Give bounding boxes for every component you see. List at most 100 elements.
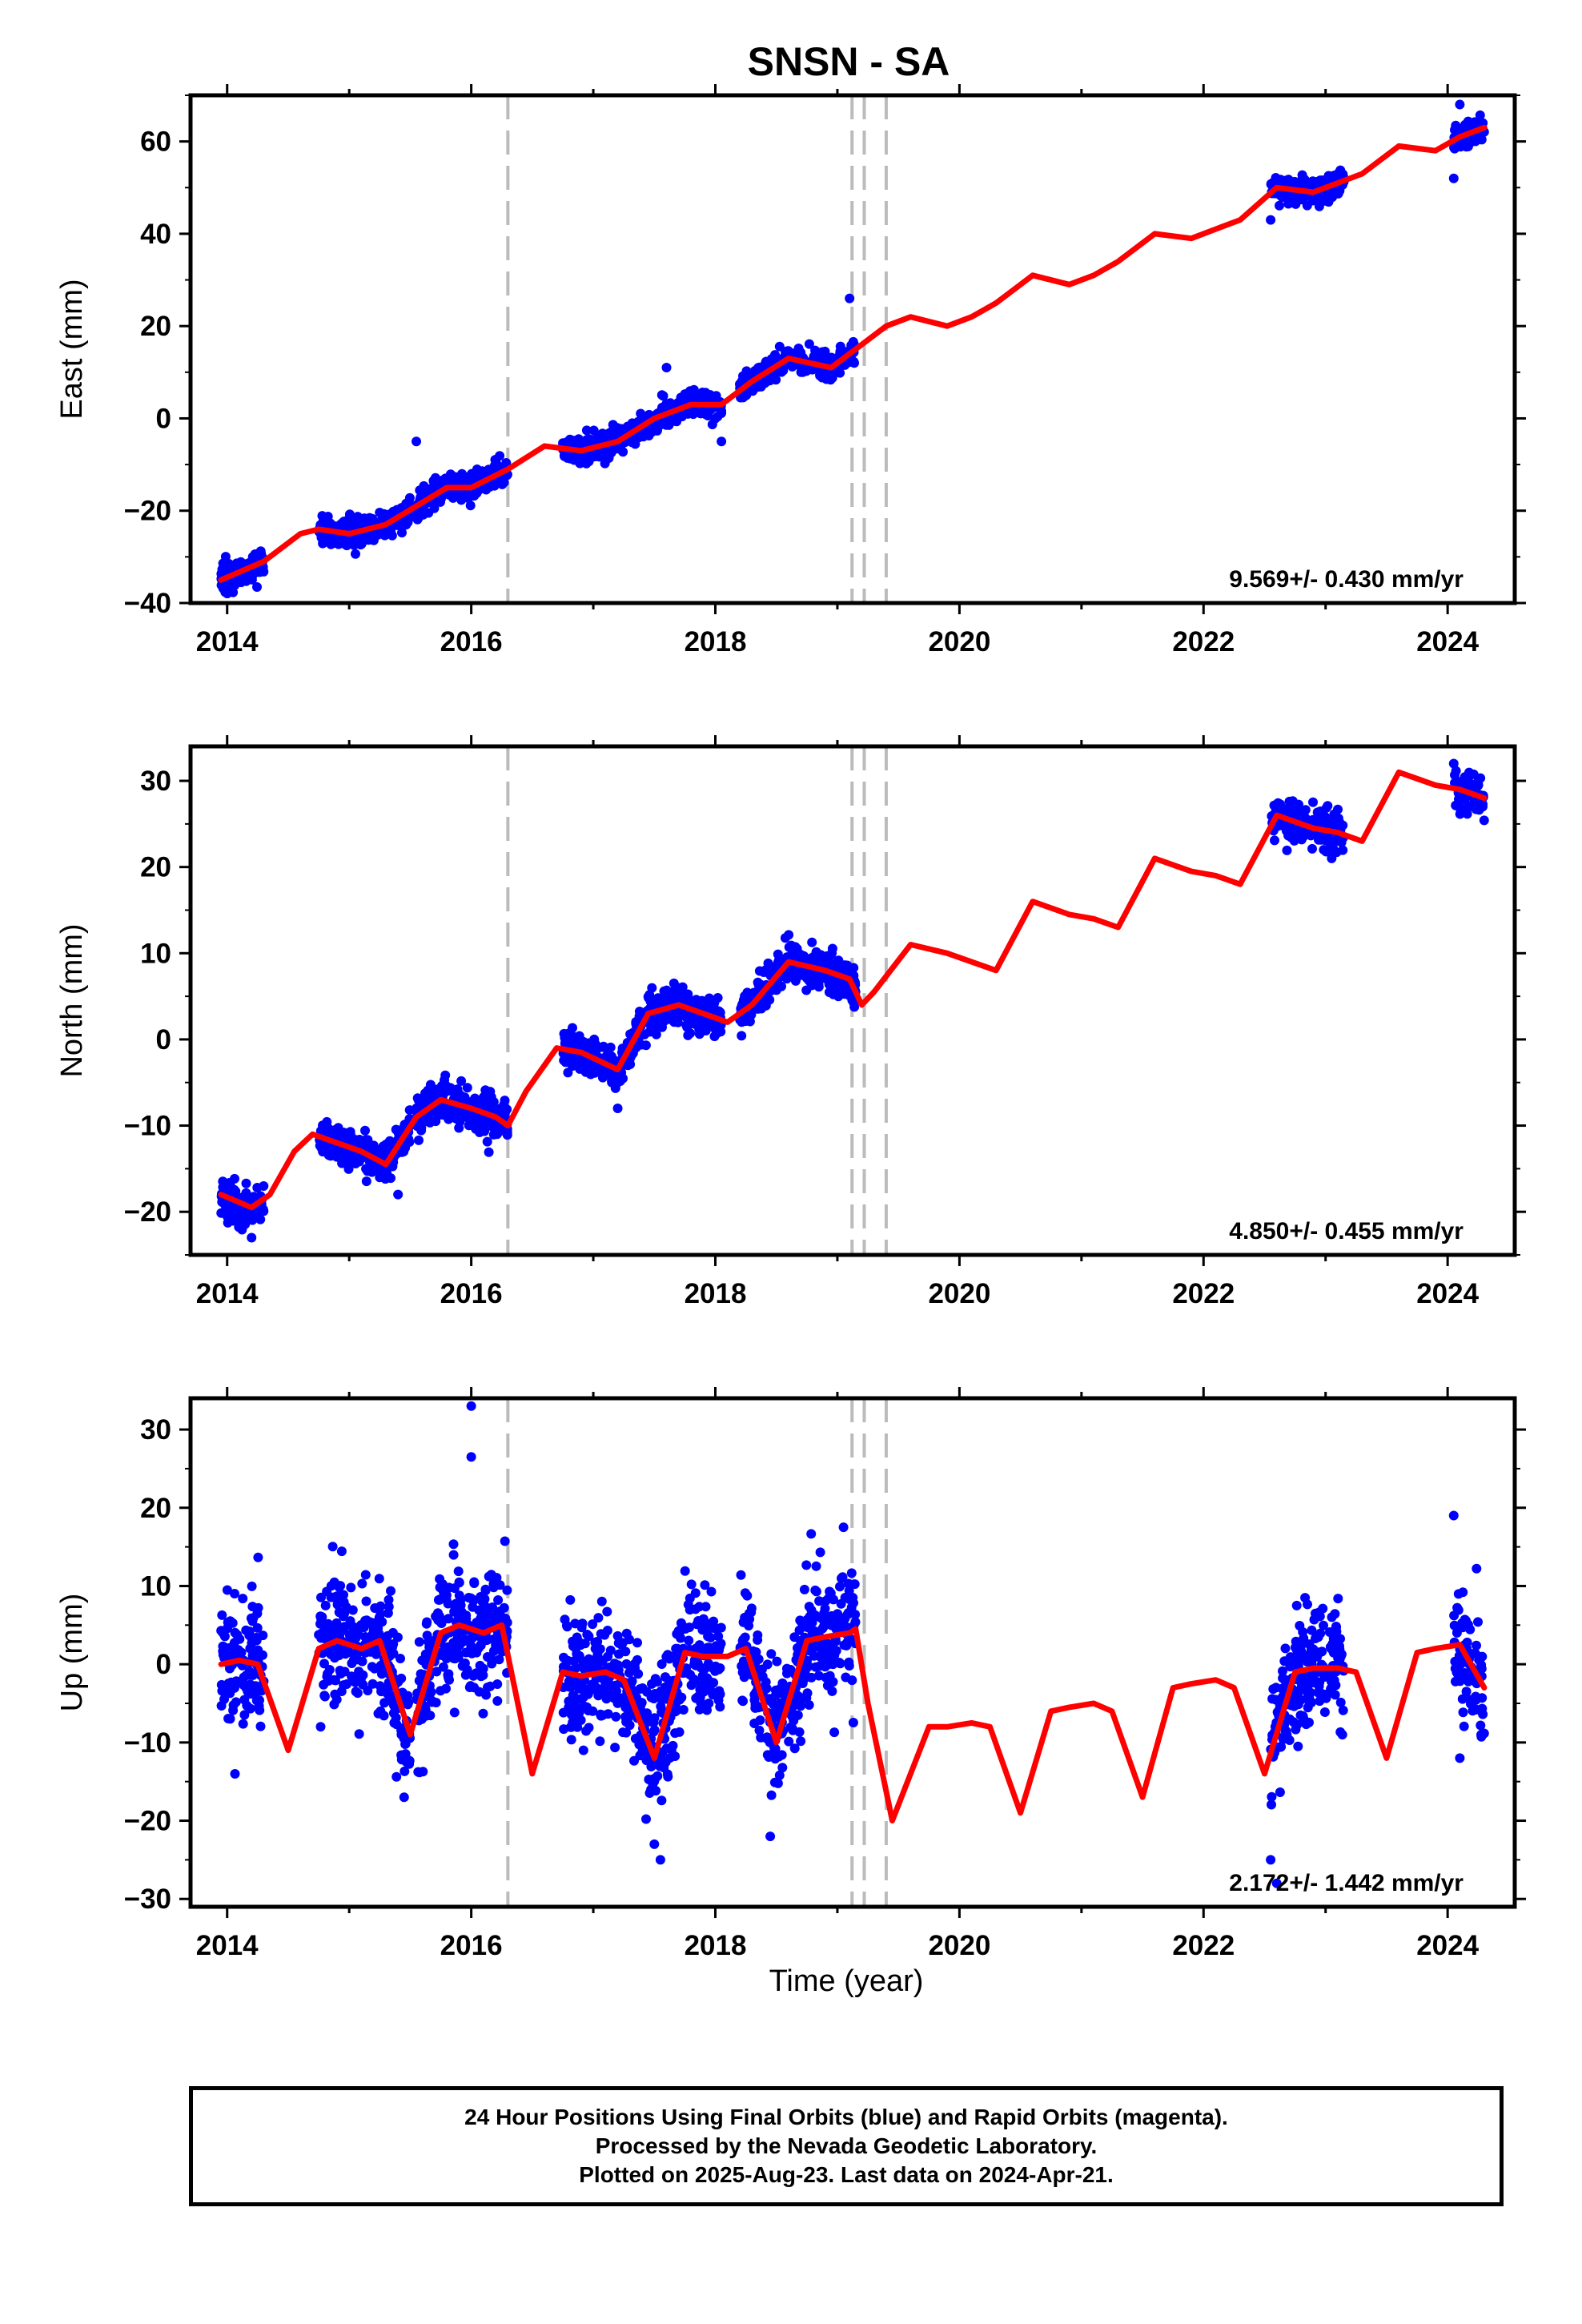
data-point bbox=[741, 1012, 751, 1023]
data-point bbox=[389, 1718, 400, 1728]
data-point bbox=[656, 1795, 667, 1806]
data-point bbox=[352, 1688, 363, 1699]
data-point bbox=[845, 293, 855, 304]
data-point bbox=[559, 1652, 568, 1663]
data-point bbox=[247, 552, 258, 562]
data-point bbox=[799, 1584, 809, 1594]
data-point bbox=[495, 1580, 505, 1590]
data-point bbox=[784, 930, 794, 940]
data-point bbox=[483, 1096, 493, 1107]
data-point bbox=[1472, 118, 1482, 128]
data-point bbox=[799, 1674, 809, 1684]
data-point bbox=[1282, 191, 1292, 201]
data-point bbox=[331, 1695, 342, 1705]
data-point bbox=[596, 1596, 607, 1606]
data-point bbox=[738, 1661, 749, 1671]
data-point bbox=[1475, 110, 1485, 120]
data-point bbox=[1455, 99, 1465, 110]
data-point bbox=[225, 1714, 235, 1724]
data-point bbox=[814, 1596, 825, 1606]
data-point bbox=[828, 1659, 838, 1670]
data-point bbox=[612, 1104, 623, 1114]
data-point bbox=[255, 546, 266, 557]
data-point bbox=[821, 953, 831, 963]
data-point bbox=[796, 1736, 806, 1747]
data-point bbox=[344, 509, 355, 520]
data-point bbox=[383, 1630, 393, 1641]
data-point bbox=[383, 1608, 393, 1618]
data-point bbox=[811, 1586, 821, 1597]
data-point bbox=[1465, 138, 1476, 147]
data-point bbox=[845, 1594, 854, 1604]
data-point bbox=[587, 1659, 597, 1670]
data-point bbox=[251, 1695, 262, 1706]
data-point bbox=[716, 1638, 726, 1649]
data-points bbox=[216, 758, 1489, 1243]
data-point bbox=[674, 1727, 685, 1737]
data-point bbox=[1448, 173, 1459, 183]
data-point bbox=[222, 1585, 232, 1595]
data-point bbox=[789, 1743, 800, 1754]
data-point bbox=[247, 1581, 257, 1591]
data-point bbox=[328, 538, 339, 549]
data-point bbox=[810, 1662, 821, 1672]
data-point bbox=[825, 1671, 835, 1681]
data-point bbox=[841, 1640, 852, 1651]
data-point bbox=[449, 1707, 460, 1718]
data-point bbox=[617, 1693, 628, 1703]
data-point bbox=[243, 1686, 253, 1696]
data-point bbox=[500, 1536, 510, 1546]
data-point bbox=[569, 455, 580, 465]
data-point bbox=[685, 1028, 696, 1039]
data-point bbox=[794, 1625, 805, 1635]
fit-line bbox=[218, 124, 1488, 583]
data-point bbox=[678, 1705, 689, 1715]
data-point bbox=[252, 582, 262, 592]
data-point bbox=[403, 1699, 413, 1710]
data-point bbox=[848, 1718, 858, 1727]
data-point bbox=[595, 1736, 605, 1747]
data-point bbox=[686, 1579, 697, 1590]
data-point bbox=[661, 363, 672, 373]
data-point bbox=[1284, 806, 1295, 816]
data-point bbox=[374, 1574, 384, 1584]
data-point bbox=[219, 1631, 230, 1642]
data-point bbox=[598, 1041, 608, 1051]
data-point bbox=[416, 1099, 426, 1109]
data-point bbox=[844, 990, 854, 1000]
data-point bbox=[624, 1634, 634, 1645]
data-point bbox=[558, 1662, 568, 1672]
data-point bbox=[742, 1590, 753, 1601]
data-point bbox=[774, 341, 785, 352]
data-point bbox=[828, 980, 838, 991]
data-point bbox=[762, 1659, 773, 1670]
velocity-annotation: 9.569+/- 0.430 mm/yr bbox=[1229, 566, 1464, 593]
velocity-annotation: 4.850+/- 0.455 mm/yr bbox=[1229, 1218, 1464, 1244]
data-point bbox=[1455, 795, 1465, 806]
data-point bbox=[481, 1635, 492, 1646]
data-point bbox=[602, 1606, 612, 1617]
data-point bbox=[1275, 200, 1284, 211]
x-tick-label: 2022 bbox=[1172, 1278, 1235, 1309]
data-point bbox=[366, 1141, 375, 1152]
data-point bbox=[480, 1586, 491, 1596]
data-point bbox=[827, 943, 837, 954]
data-point bbox=[749, 1719, 760, 1728]
data-point bbox=[597, 1656, 608, 1667]
data-point bbox=[328, 1592, 339, 1602]
data-point bbox=[816, 367, 826, 377]
data-point bbox=[789, 1632, 800, 1642]
x-tick-label: 2014 bbox=[196, 626, 259, 657]
data-point bbox=[824, 1638, 834, 1649]
plot-frame bbox=[188, 93, 1517, 605]
data-point bbox=[809, 352, 819, 362]
data-point bbox=[452, 1634, 463, 1644]
data-point bbox=[468, 1633, 478, 1643]
data-point bbox=[696, 1697, 706, 1707]
data-point bbox=[775, 1698, 785, 1708]
data-point bbox=[588, 1619, 598, 1630]
data-point bbox=[805, 1611, 815, 1622]
data-point bbox=[692, 392, 702, 403]
data-point bbox=[361, 1164, 371, 1174]
data-point bbox=[739, 1672, 749, 1683]
